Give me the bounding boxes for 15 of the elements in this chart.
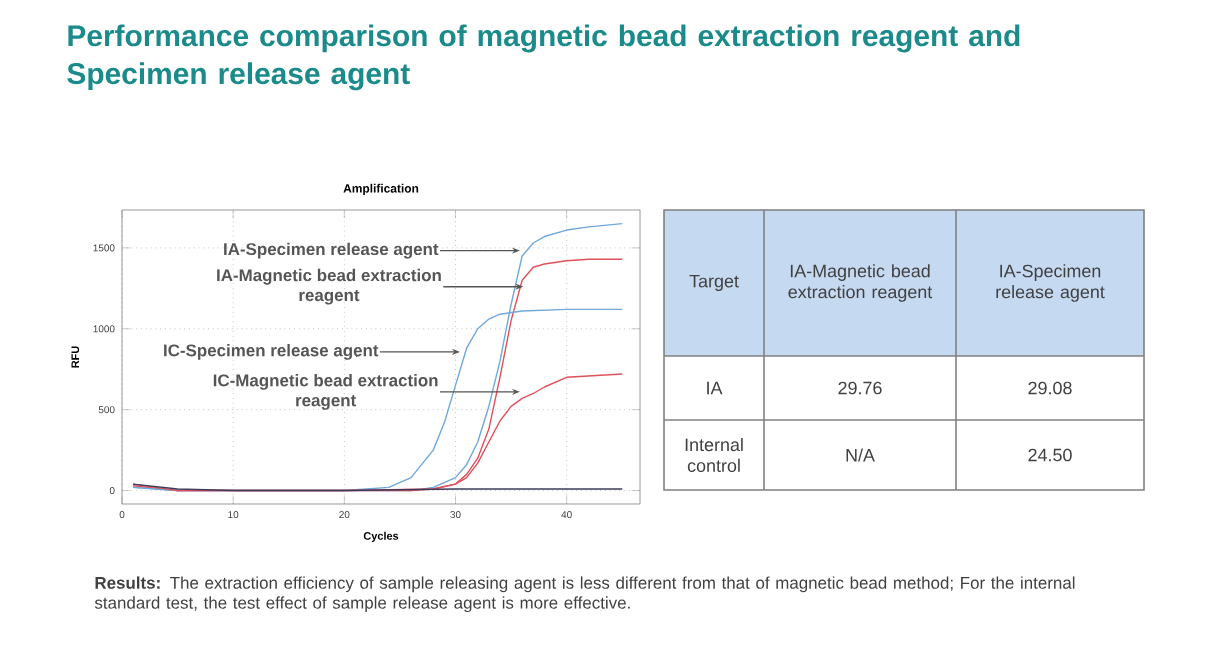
category-label: IA-Specimen release agent [996,264,1105,302]
annotation: IA-Magnetic bead extraction reagent [217,268,441,305]
chart-title: Performance comparison of magnetic bead extraction reagent and Specimen release agent [67,24,1020,91]
category-label: IA-Magnetic bead extraction reagent [788,264,933,302]
category-label: Internal control [685,437,743,473]
annotation: IA-Specimen release agent [224,242,439,259]
text: 29.08 [1028,381,1072,395]
annotation: IC-Magnetic bead extraction reagent [213,373,438,410]
text: Results: The extraction efficiency of sample releasing agent is less different from that of magnetic bead method; For the internal standard test, the test effect of sample release agent is more effective. [94,576,1075,613]
category-label: IA [707,381,723,395]
annotation: IC-Specimen release agent [164,343,379,360]
text: 29.76 [838,381,882,395]
category-label: Target [689,274,739,292]
text: 24.50 [1028,448,1072,462]
text: N/A [846,448,875,462]
